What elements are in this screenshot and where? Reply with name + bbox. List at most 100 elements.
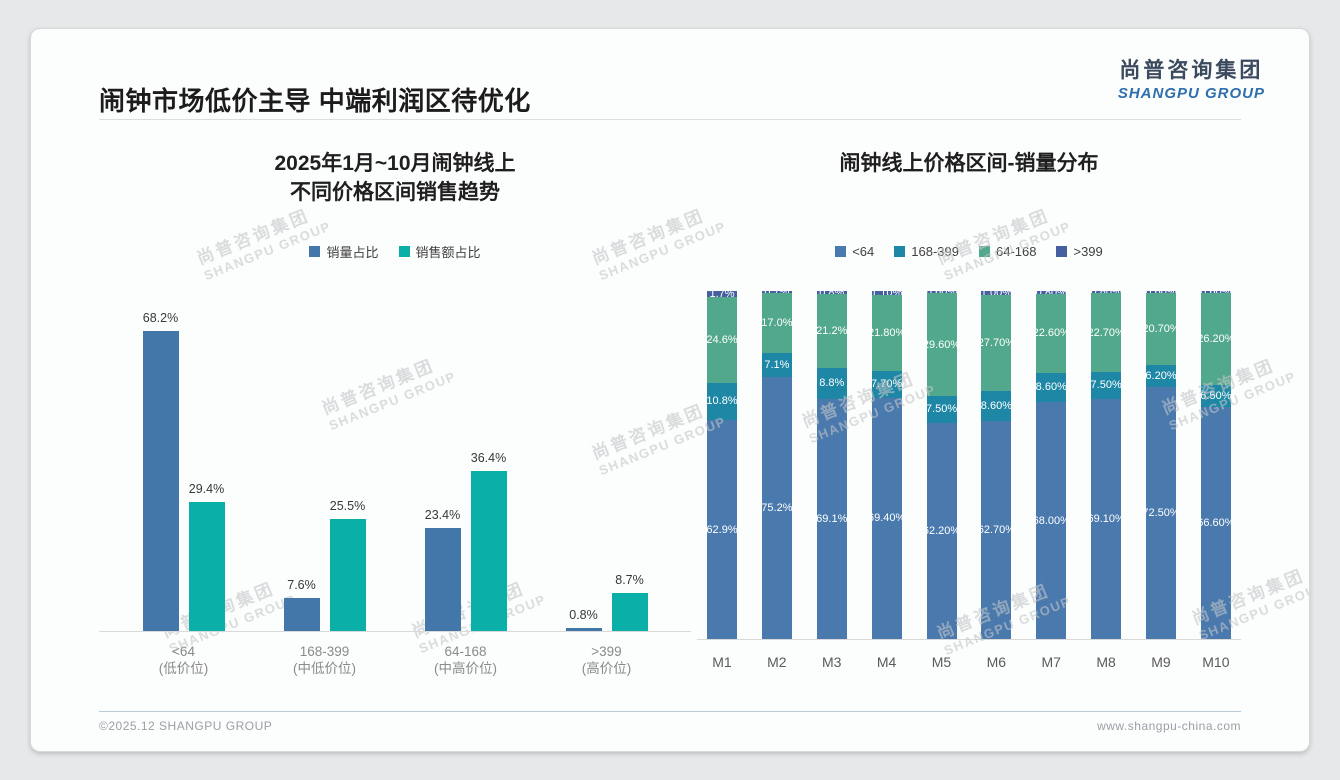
segment-value-label: 29.60% [922, 338, 961, 351]
segment-value-label: 6.50% [1200, 389, 1232, 402]
bar: 8.7% [611, 573, 648, 631]
bar-segment: 66.60% [1197, 407, 1235, 639]
legend-label: 销售额占比 [415, 244, 481, 260]
bar-segment: 7.50% [1091, 372, 1122, 399]
stacked-bar-column: 62.9% 10.8% 24.6% 1.7% [706, 288, 738, 639]
segment-value-label: 75.2% [761, 502, 793, 515]
bar-segment: 8.60% [980, 390, 1012, 421]
left-chart-title: 2025年1月~10月闹钟线上 不同价格区间销售趋势 [99, 129, 691, 207]
bar-segment: 62.70% [978, 420, 1015, 639]
logo-chinese-text: 尚普咨询集团 [1119, 59, 1264, 82]
bar-segment: 7.1% [761, 352, 792, 378]
left-chart-title-line2: 不同价格区间销售趋势 [290, 181, 500, 204]
legend-swatch [979, 245, 990, 257]
bar-segment: 6.50% [1200, 384, 1232, 408]
bar-value-label: 23.4% [424, 508, 461, 522]
segment-value-label: 6.20% [1145, 369, 1177, 382]
segment-value-label: 69.1% [816, 512, 848, 525]
legend-label: 168-399 [911, 243, 959, 259]
segment-value-label: 66.60% [1197, 517, 1235, 530]
category-range: 64-168 [444, 644, 487, 659]
bar-segment: 68.00% [1033, 402, 1070, 639]
bar-segment: 8.60% [1035, 372, 1067, 403]
right-chart-title: 闹钟线上价格区间-销量分布 [697, 129, 1241, 207]
bar-group: 7.6% 25.5% [254, 301, 395, 631]
stacked-bar-column: 72.50% 6.20% 20.70% 0.60% [1142, 286, 1180, 639]
bar-value-label: 0.8% [569, 607, 598, 622]
segment-value-label: 21.2% [816, 325, 848, 337]
month-label: M7 [1041, 654, 1061, 670]
page-title: 闹钟市场低价主导 中端利润区待优化 [99, 86, 531, 116]
bar-segment: 22.60% [1033, 293, 1070, 373]
bar-segment: 6.20% [1145, 365, 1177, 387]
bar-value-label: 25.5% [329, 498, 366, 513]
bar-value-label: 8.7% [615, 572, 644, 587]
legend-label: 销量占比 [326, 244, 379, 260]
legend-label: >399 [1073, 243, 1103, 259]
right-chart-legend: <64 168-399 64-168 >399 [697, 241, 1241, 261]
bar-segment: 7.50% [925, 396, 958, 423]
bar-value-label: 29.4% [188, 481, 225, 496]
segment-value-label: 7.70% [871, 378, 903, 391]
bar-segment: 10.8% [706, 382, 738, 421]
bar-segment: 26.20% [1197, 293, 1235, 385]
bar-segment: 62.9% [706, 420, 738, 639]
legend-swatch [309, 245, 321, 257]
bar-group: 23.4% 36.4% [395, 301, 536, 631]
segment-value-label: 7.50% [925, 403, 958, 416]
legend-label: 64-168 [996, 243, 1037, 259]
segment-value-label: 62.9% [706, 523, 738, 536]
bar: 68.2% [142, 311, 179, 631]
stacked-bar-column: 68.00% 8.60% 22.60% 0.80% [1033, 287, 1070, 639]
legend-swatch [835, 245, 847, 257]
legend-item: 168-399 [894, 244, 959, 259]
bar-segment: 72.50% [1142, 386, 1180, 639]
segment-value-label: 26.20% [1197, 333, 1235, 346]
left-chart-title-line1: 2025年1月~10月闹钟线上 [274, 152, 516, 175]
bar-segment: 17.0% [761, 293, 792, 353]
legend-item: 销量占比 [309, 242, 379, 261]
slide-card: 尚普咨询集团 SHANGPU GROUP 尚普咨询集团 SHANGPU GROUP 尚普… [30, 28, 1310, 752]
segment-value-label: 8.60% [1035, 381, 1067, 394]
category-range: 168-399 [299, 644, 350, 659]
grouped-bar-chart: 2025年1月~10月闹钟线上 不同价格区间销售趋势 销量占比 销售额占比 68.… [99, 129, 691, 677]
stacked-bar-column: 75.2% 7.1% 17.0% 0.7% [761, 286, 793, 639]
segment-value-label: 8.8% [819, 377, 845, 390]
legend-item: <64 [835, 244, 874, 259]
category-tier: (中高价位) [434, 661, 497, 676]
category-label: <64 (低价位) [113, 643, 254, 677]
legend-item: >399 [1056, 243, 1103, 259]
stacked-bar-column: 69.40% 7.70% 21.80% 1.10% [868, 287, 905, 639]
segment-value-label: 8.60% [980, 399, 1012, 412]
segment-value-label: 22.60% [1032, 327, 1070, 340]
bar-value-label: 68.2% [142, 310, 179, 325]
logo-english-text: SHANGPU GROUP [1117, 85, 1265, 102]
charts-area: 2025年1月~10月闹钟线上 不同价格区间销售趋势 销量占比 销售额占比 68.… [99, 129, 1241, 677]
bar-segment: 69.40% [868, 397, 905, 639]
segment-value-label: 27.70% [977, 336, 1016, 349]
company-logo: 尚普咨询集团 SHANGPU GROUP [1118, 54, 1265, 102]
left-chart-x-axis: <64 (低价位) 168-399 (中低价位) 64-168 (中高价位) >399 (高价… [99, 643, 691, 677]
bar-segment: 20.70% [1142, 293, 1180, 366]
legend-swatch [398, 245, 410, 257]
legend-item: 销售额占比 [398, 242, 481, 261]
bar-segment: 21.2% [816, 294, 848, 368]
category-range: >399 [591, 644, 622, 659]
bar-segment: 8.8% [816, 367, 847, 399]
segment-value-label: 22.70% [1087, 326, 1125, 339]
segment-value-label: 10.8% [706, 395, 738, 408]
bar: 25.5% [329, 499, 366, 631]
bar: 36.4% [470, 451, 507, 631]
bar-value-label: 7.6% [287, 577, 316, 592]
bar: 29.4% [188, 482, 225, 631]
bar-segment: 24.6% [706, 296, 738, 383]
bar-segment: 69.1% [816, 398, 848, 639]
legend-label: <64 [852, 243, 875, 259]
segment-value-label: 68.00% [1032, 514, 1070, 527]
month-label: M5 [931, 654, 952, 670]
legend-swatch [894, 245, 906, 257]
month-label: M2 [767, 654, 787, 670]
segment-value-label: 62.20% [922, 524, 961, 537]
segment-value-label: 24.6% [706, 333, 738, 346]
segment-value-label: 69.40% [867, 512, 906, 525]
